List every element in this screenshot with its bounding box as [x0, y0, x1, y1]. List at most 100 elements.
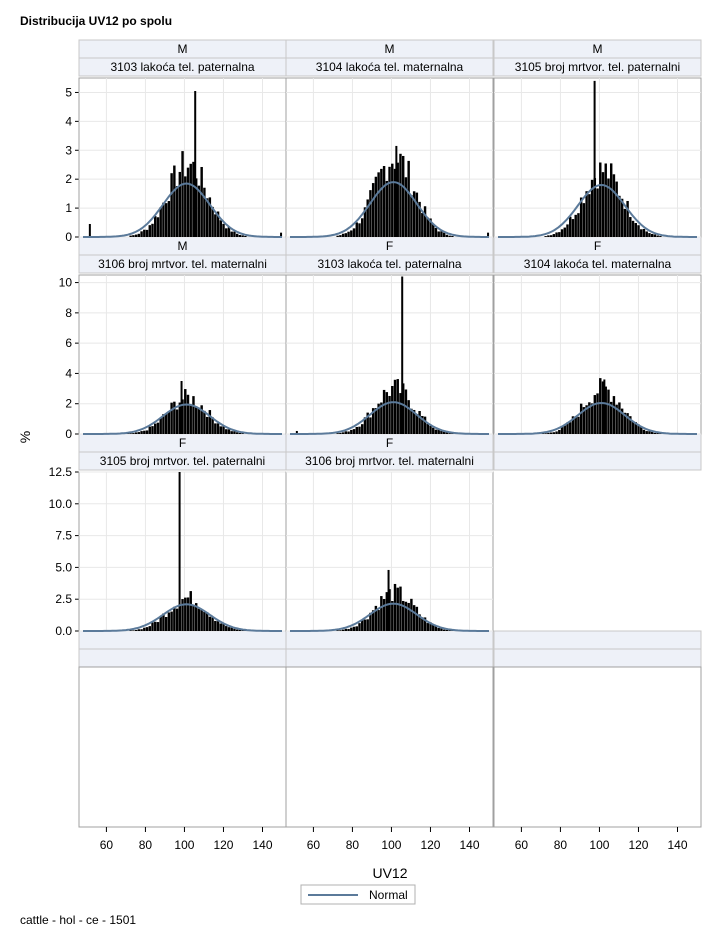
histogram-bar — [599, 378, 602, 434]
histogram-bar — [549, 432, 553, 434]
histogram-bar — [241, 433, 244, 434]
header-trait-strip — [493, 254, 702, 274]
y-tick-label: 0.0 — [55, 624, 72, 638]
histogram-bar — [225, 626, 228, 631]
histogram-bar — [159, 616, 162, 631]
histogram-bar — [590, 179, 594, 237]
histogram-bar — [156, 422, 160, 434]
histogram-bar — [222, 223, 225, 237]
histogram-bar — [429, 622, 432, 631]
histogram-bar — [395, 145, 398, 237]
histogram-bar — [164, 203, 168, 237]
histogram-bar — [380, 402, 383, 434]
histogram-bar — [569, 216, 572, 237]
panel-trait-label: 3104 lakoća tel. maternalna — [524, 257, 672, 271]
histogram-bar — [659, 433, 662, 434]
histogram-bar — [656, 432, 659, 434]
y-tick-label: 1 — [65, 201, 72, 215]
legend-label: Normal — [369, 888, 408, 902]
histogram-bar — [577, 416, 580, 434]
x-tick-label: 80 — [139, 838, 153, 852]
histogram-bar — [361, 424, 364, 434]
histogram-bar — [350, 230, 353, 237]
histogram-bar — [180, 381, 183, 434]
histogram-bar — [167, 612, 171, 631]
panel-sex-label: F — [386, 436, 393, 450]
panel-sex-label: F — [594, 239, 601, 253]
histogram-bar — [350, 429, 353, 434]
histogram-bar — [423, 206, 427, 237]
histogram-bar — [388, 395, 391, 434]
histogram-bar — [650, 431, 654, 434]
histogram-bar — [366, 619, 369, 631]
histogram-bar — [407, 160, 410, 237]
histogram-bar — [410, 408, 413, 434]
histogram-bar — [596, 393, 599, 434]
histogram-bar — [566, 224, 569, 237]
header-trait-strip — [285, 254, 494, 274]
histogram-panel — [78, 77, 287, 238]
panel-trait-label: 3106 broj mrtvor. tel. maternalni — [98, 257, 267, 271]
histogram-bar — [173, 606, 176, 631]
histogram-bar — [164, 617, 168, 631]
histogram-bar — [582, 203, 586, 237]
histogram-bar — [626, 200, 629, 237]
histogram-bar — [596, 188, 599, 237]
histogram-bar — [140, 231, 143, 237]
histogram-bar — [129, 433, 132, 434]
x-tick-label: 100 — [381, 838, 401, 852]
histogram-bar — [599, 162, 602, 237]
histogram-bar — [151, 426, 154, 434]
histogram-bar — [200, 405, 203, 434]
y-tick-label: 3 — [65, 143, 72, 157]
histogram-bar — [154, 423, 157, 434]
x-tick-label: 60 — [515, 838, 529, 852]
histogram-bar — [186, 167, 190, 237]
normal-curve — [83, 182, 282, 238]
histogram-bar — [227, 429, 231, 434]
y-tick-label: 7.5 — [55, 529, 72, 543]
histogram-bar — [235, 629, 239, 631]
histogram-bar — [612, 174, 616, 237]
histogram-bar — [412, 191, 416, 237]
histogram-bar — [377, 403, 380, 434]
histogram-bar — [410, 598, 413, 631]
histogram-bar — [137, 233, 141, 237]
histogram-bar — [197, 608, 201, 631]
histogram-bar — [590, 403, 594, 434]
histogram-bar — [238, 432, 242, 434]
header-sex-strip — [493, 630, 702, 650]
histogram-bar — [555, 232, 558, 237]
histogram-bar — [143, 627, 146, 631]
histogram-bar — [437, 429, 440, 434]
histogram-bar — [280, 232, 283, 237]
histogram-bar — [612, 396, 616, 434]
histogram-bar — [358, 223, 361, 237]
histogram-bar — [145, 430, 149, 434]
histogram-bar — [487, 232, 490, 237]
histogram-bar — [208, 410, 212, 434]
histogram-bar — [197, 407, 201, 434]
histogram-bar — [203, 187, 206, 237]
header-trait-strip — [285, 57, 494, 77]
histogram-bar — [192, 396, 195, 434]
x-tick-label: 140 — [667, 838, 687, 852]
histogram-bar — [369, 190, 372, 237]
histogram-bar — [295, 430, 298, 434]
histogram-bar — [423, 416, 427, 434]
histogram-bar — [426, 623, 429, 631]
x-tick-label: 120 — [628, 838, 648, 852]
histogram-bar — [585, 405, 588, 434]
histogram-bar — [350, 627, 353, 631]
x-axis-label: UV12 — [372, 865, 407, 881]
histogram-bar — [391, 385, 394, 434]
histogram-bar — [385, 392, 389, 434]
histogram-bar — [382, 599, 386, 631]
histogram-bar — [208, 197, 212, 237]
y-axis-label: % — [17, 431, 33, 443]
histogram-bar — [336, 235, 339, 237]
histogram-bar — [634, 422, 637, 434]
histogram-bar — [620, 198, 624, 237]
histogram-bar — [159, 207, 162, 237]
histogram-bar — [374, 605, 378, 631]
